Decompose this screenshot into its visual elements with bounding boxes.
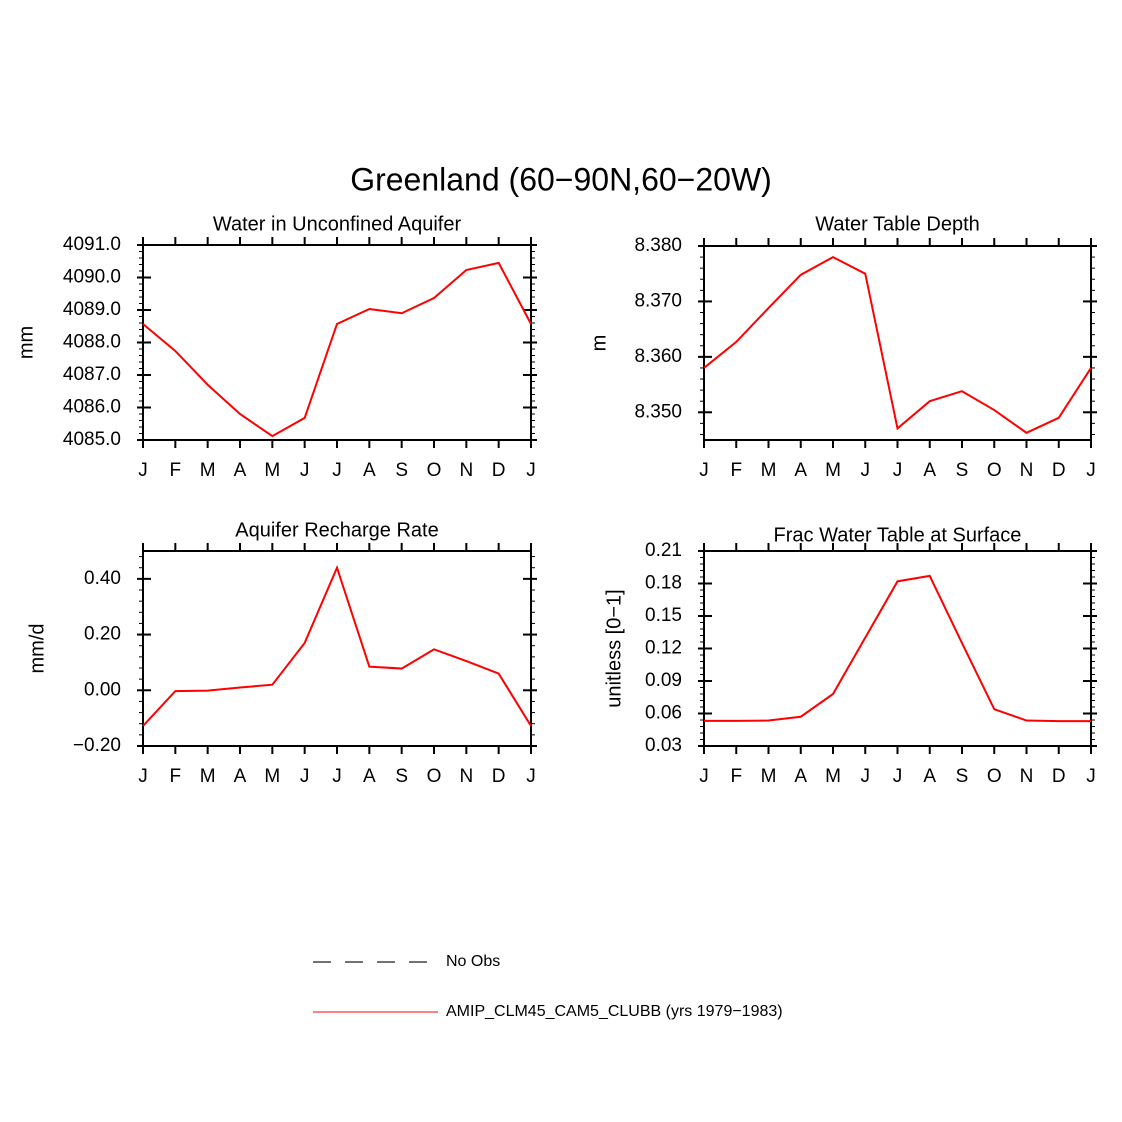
x-tick-label: M — [825, 766, 841, 787]
x-tick-label: J — [861, 460, 871, 481]
y-axis-label: unitless [0−1] — [603, 589, 625, 707]
y-tick-label: 0.03 — [645, 735, 682, 756]
y-axis-label: mm — [15, 326, 37, 359]
y-tick-label: 0.15 — [645, 605, 682, 626]
plot-frame — [703, 245, 1092, 441]
plot-frame — [142, 244, 532, 441]
x-tick-label: D — [492, 766, 506, 787]
y-tick-label: 0.12 — [645, 638, 682, 659]
x-tick-label: O — [427, 460, 442, 481]
x-tick-label: O — [427, 766, 442, 787]
x-tick-label: A — [363, 460, 376, 481]
x-tick-label: S — [956, 766, 969, 787]
y-tick-label: 8.380 — [634, 235, 682, 256]
x-tick-label: J — [1086, 460, 1096, 481]
x-tick-label: N — [459, 460, 473, 481]
x-tick-label: M — [264, 766, 280, 787]
data-line — [704, 574, 1091, 723]
y-tick-label: 8.370 — [634, 290, 682, 311]
panel-title: Water in Unconfined Aquifer — [213, 213, 462, 235]
y-tick-label: 0.40 — [84, 568, 121, 589]
y-tick-label: −0.20 — [73, 735, 121, 756]
x-tick-label: J — [300, 766, 310, 787]
y-tick-label: 8.360 — [634, 346, 682, 367]
legend-label: AMIP_CLM45_CAM5_CLUBB (yrs 1979−1983) — [446, 1003, 783, 1020]
data-line — [703, 255, 1092, 434]
plot-frame — [703, 550, 1092, 747]
x-tick-label: A — [794, 766, 807, 787]
x-tick-label: D — [1052, 766, 1066, 787]
x-tick-label: O — [987, 460, 1002, 481]
x-tick-label: D — [1052, 460, 1066, 481]
x-tick-label: M — [264, 460, 280, 481]
x-tick-label: A — [234, 460, 247, 481]
x-tick-label: J — [861, 766, 871, 787]
y-tick-label: 4088.0 — [63, 332, 121, 353]
x-tick-label: M — [761, 460, 777, 481]
data-line — [142, 261, 532, 438]
y-tick-label: 0.20 — [84, 624, 121, 645]
x-tick-label: O — [987, 766, 1002, 787]
data-line — [142, 564, 532, 727]
x-tick-label: J — [332, 766, 342, 787]
x-tick-label: D — [492, 460, 506, 481]
y-tick-label: 4091.0 — [63, 234, 121, 255]
x-tick-label: F — [170, 766, 182, 787]
x-tick-label: N — [1020, 766, 1034, 787]
x-tick-label: J — [526, 766, 536, 787]
y-tick-label: 0.09 — [645, 670, 682, 691]
y-tick-label: 4087.0 — [63, 364, 121, 385]
x-tick-label: N — [1020, 460, 1034, 481]
x-tick-label: J — [138, 460, 148, 481]
y-axis-label: mm/d — [26, 624, 48, 674]
x-tick-label: J — [699, 766, 709, 787]
x-tick-label: N — [459, 766, 473, 787]
y-tick-label: 0.21 — [645, 540, 682, 561]
y-tick-label: 0.00 — [84, 679, 121, 700]
y-tick-label: 0.06 — [645, 703, 682, 724]
x-tick-label: J — [332, 460, 342, 481]
x-tick-label: A — [923, 766, 936, 787]
x-tick-label: J — [893, 766, 903, 787]
x-tick-label: A — [923, 460, 936, 481]
panel-title: Aquifer Recharge Rate — [235, 519, 438, 541]
y-tick-label: 4085.0 — [63, 429, 121, 450]
x-tick-label: J — [893, 460, 903, 481]
x-tick-label: M — [200, 460, 216, 481]
y-axis-label: m — [588, 335, 610, 352]
x-tick-label: S — [395, 766, 408, 787]
y-tick-label: 0.18 — [645, 573, 682, 594]
x-tick-label: J — [300, 460, 310, 481]
x-tick-label: M — [761, 766, 777, 787]
x-tick-label: A — [794, 460, 807, 481]
x-tick-label: F — [730, 766, 742, 787]
x-tick-label: J — [138, 766, 148, 787]
x-tick-label: F — [170, 460, 182, 481]
panel-title: Frac Water Table at Surface — [774, 524, 1022, 546]
x-tick-label: M — [200, 766, 216, 787]
x-tick-label: J — [526, 460, 536, 481]
x-tick-label: S — [956, 460, 969, 481]
x-tick-label: A — [363, 766, 376, 787]
plot-frame — [142, 550, 532, 747]
y-tick-label: 8.350 — [634, 401, 682, 422]
x-tick-label: S — [395, 460, 408, 481]
x-tick-label: J — [1086, 766, 1096, 787]
y-tick-label: 4089.0 — [63, 299, 121, 320]
y-tick-label: 4086.0 — [63, 397, 121, 418]
y-tick-label: 4090.0 — [63, 267, 121, 288]
legend-label: No Obs — [446, 953, 500, 970]
panel-title: Water Table Depth — [815, 213, 980, 235]
x-tick-label: J — [699, 460, 709, 481]
figure-title: Greenland (60−90N,60−20W) — [350, 161, 772, 197]
x-tick-label: M — [825, 460, 841, 481]
x-tick-label: F — [730, 460, 742, 481]
x-tick-label: A — [234, 766, 247, 787]
